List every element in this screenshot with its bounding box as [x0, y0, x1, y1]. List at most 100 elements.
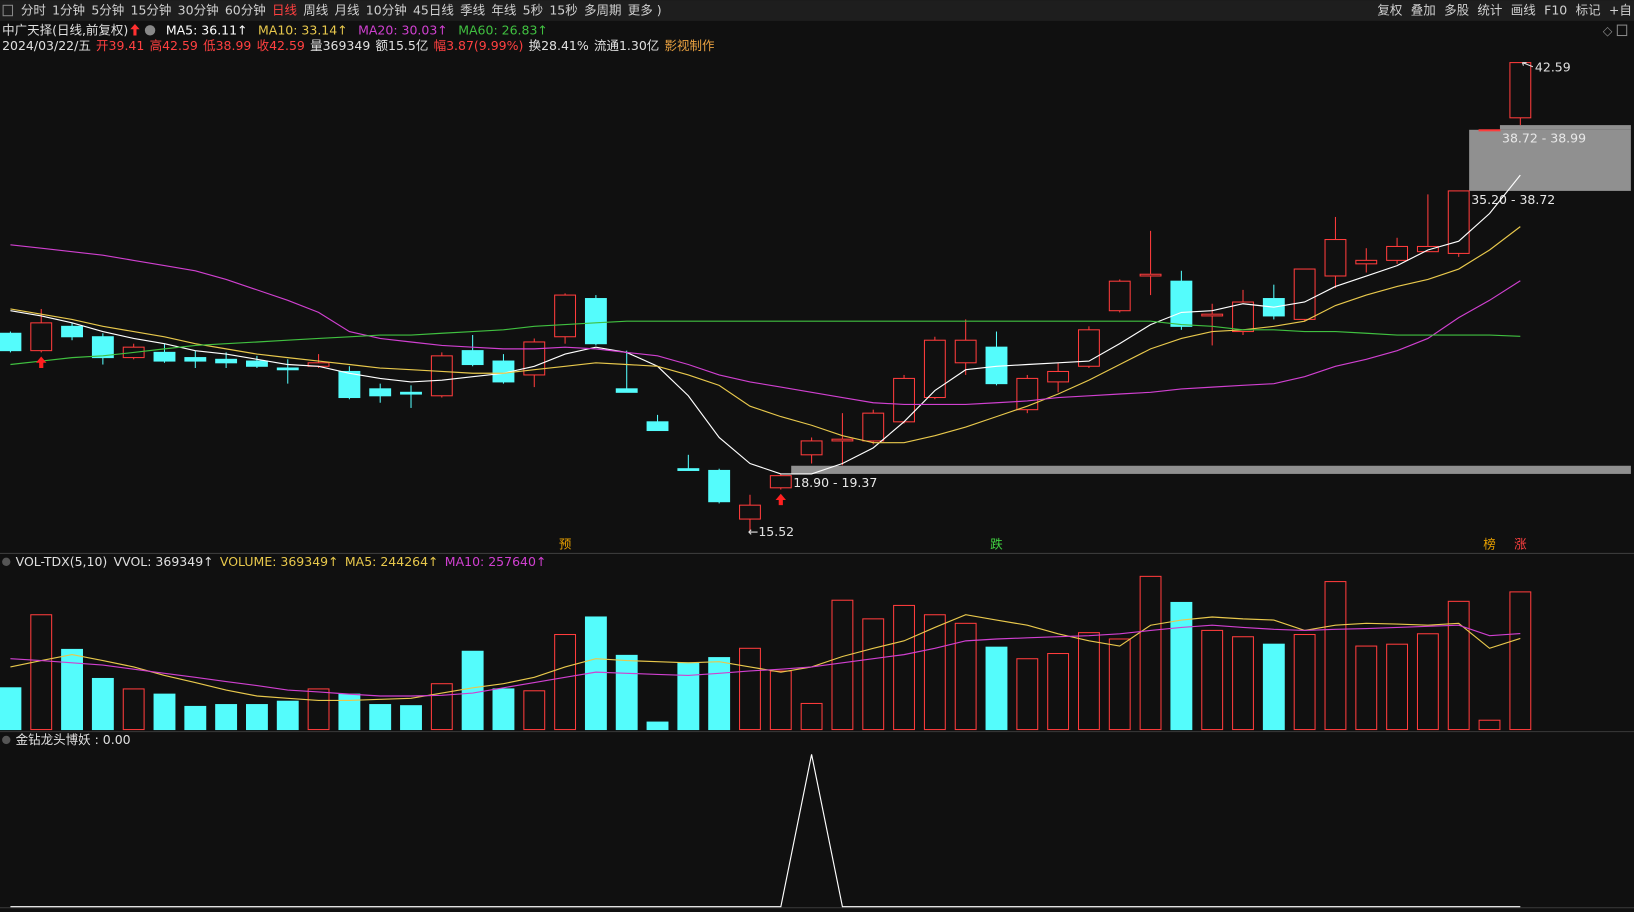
- volume-bar: [923, 614, 946, 731]
- ma-label: MA20: 30.03↑: [358, 22, 448, 37]
- volume-bar: [338, 693, 361, 731]
- volume-bar: [1077, 632, 1100, 731]
- info-item: 影视制作: [665, 37, 716, 52]
- volume-bar: [954, 622, 977, 731]
- candle-body: [554, 294, 577, 338]
- volume-bar: [1232, 636, 1254, 731]
- volume-bar: [739, 647, 761, 731]
- volume-bar: [91, 677, 114, 731]
- volume-bar: [400, 705, 422, 731]
- volume-bar: [1047, 652, 1070, 731]
- period-tab[interactable]: 60分钟: [225, 2, 266, 17]
- candle-body: [1293, 268, 1316, 320]
- candle-body: [153, 351, 176, 362]
- period-tab[interactable]: 更多 ): [628, 2, 662, 17]
- period-tab[interactable]: 周线: [303, 2, 329, 17]
- candle-body: [400, 391, 422, 395]
- pane-icon[interactable]: [2, 557, 11, 566]
- tool-button[interactable]: F10: [1544, 2, 1567, 17]
- candle-body: [677, 468, 700, 471]
- candle-body: [584, 298, 607, 345]
- period-tab[interactable]: 日线: [272, 2, 298, 17]
- gap-zone: [1469, 129, 1631, 191]
- candle-body: [1509, 62, 1532, 119]
- volume-bar: [307, 688, 330, 731]
- gap-zone: [1499, 125, 1631, 130]
- candle-body: [61, 325, 83, 338]
- candle-body: [831, 438, 854, 442]
- candle-body: [769, 475, 792, 489]
- tool-button[interactable]: +自: [1609, 2, 1632, 17]
- candle-body: [1016, 377, 1039, 411]
- candle-body: [1232, 301, 1254, 333]
- candle-body: [369, 388, 392, 397]
- candle-body: [184, 357, 207, 362]
- gap-zone: [791, 465, 1631, 474]
- volume-bar: [492, 688, 515, 731]
- candle-body: [1201, 313, 1224, 317]
- up-icon: [130, 24, 140, 36]
- volume-bar: [369, 704, 392, 731]
- volume-bar: [184, 705, 207, 731]
- period-tab[interactable]: 季线: [460, 2, 486, 17]
- volume-header: MA10: 257640↑: [445, 553, 547, 568]
- volume-bar: [1386, 643, 1409, 731]
- line: [10, 244, 1521, 405]
- candle-body: [954, 339, 977, 364]
- candle-body: [708, 469, 731, 503]
- indicator-header: 金钻龙头博妖 : 0.00: [16, 731, 131, 746]
- corner-icon[interactable]: ◇: [1603, 23, 1613, 38]
- period-tab[interactable]: 分时: [21, 2, 47, 17]
- volume-bar: [61, 648, 83, 731]
- ma-label: MA10: 33.14↑: [258, 22, 348, 37]
- candle-body: [1355, 259, 1378, 265]
- candle-body: [215, 358, 238, 364]
- pane-icon[interactable]: [2, 735, 11, 745]
- volume-bar: [615, 654, 638, 731]
- info-item: 额15.5亿: [376, 37, 429, 52]
- volume-bar: [153, 693, 176, 731]
- volume-bar: [1447, 600, 1470, 731]
- line: [10, 320, 1521, 366]
- period-tab[interactable]: 1分钟: [52, 2, 85, 17]
- corner-icon[interactable]: [1616, 24, 1628, 37]
- period-tab[interactable]: 5秒: [523, 2, 543, 17]
- volume-bar: [1355, 645, 1378, 731]
- volume-bar: [1416, 633, 1439, 731]
- tool-button[interactable]: 标记: [1576, 2, 1602, 17]
- period-tab[interactable]: 30分钟: [178, 2, 219, 17]
- indicator-header-row: 金钻龙头博妖 : 0.00: [16, 731, 131, 746]
- volume-header: MA5: 244264↑: [345, 553, 439, 568]
- volume-bar: [430, 683, 453, 731]
- info-item: 高42.59: [150, 37, 198, 52]
- period-tab[interactable]: 年线: [491, 2, 517, 17]
- tool-button[interactable]: 叠加: [1411, 2, 1436, 17]
- signal-marker: 榜: [1483, 537, 1496, 552]
- gap-label: 35.20 - 38.72: [1471, 192, 1555, 207]
- info-item: 收42.59: [257, 37, 305, 52]
- volume-bar: [523, 690, 546, 731]
- volume-bar: [769, 670, 792, 731]
- price-annotation: 42.59: [1535, 59, 1571, 74]
- candle-body: [523, 341, 546, 376]
- candle-body: [30, 322, 53, 352]
- tool-button[interactable]: 画线: [1511, 2, 1537, 17]
- menu-icon[interactable]: [2, 4, 14, 17]
- tool-button[interactable]: 统计: [1477, 2, 1502, 17]
- tool-button[interactable]: 多股: [1444, 2, 1470, 17]
- period-tab[interactable]: 45日线: [413, 2, 454, 17]
- volume-bar: [215, 704, 238, 731]
- candle-body: [1108, 280, 1131, 312]
- toolbar-bg: [0, 0, 1634, 21]
- period-tab[interactable]: 月线: [335, 2, 361, 17]
- volume-bar: [0, 687, 22, 731]
- period-tab[interactable]: 15分钟: [131, 2, 172, 17]
- tool-button[interactable]: 复权: [1377, 2, 1403, 17]
- period-tab[interactable]: 多周期: [584, 2, 622, 17]
- info-item: 开39.41: [96, 37, 144, 52]
- period-tab[interactable]: 10分钟: [366, 2, 407, 17]
- period-tab[interactable]: 15秒: [549, 2, 577, 17]
- volume-bar: [1509, 591, 1532, 731]
- volume-header: VOLUME: 369349↑: [220, 553, 339, 568]
- period-tab[interactable]: 5分钟: [91, 2, 124, 17]
